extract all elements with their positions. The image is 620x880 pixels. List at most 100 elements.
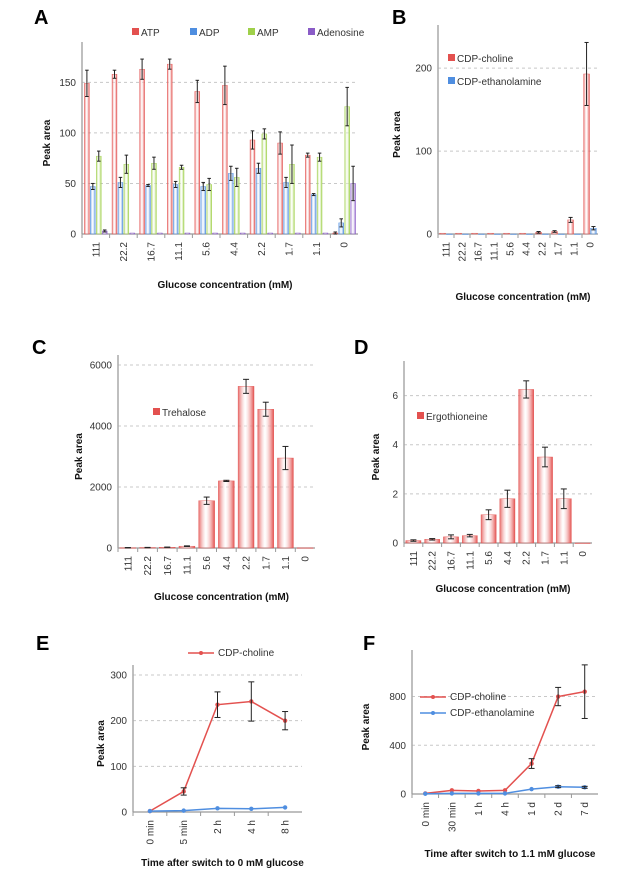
x-tick-label: 2 h bbox=[213, 820, 224, 834]
x-tick-label: 2.2 bbox=[257, 242, 268, 256]
legend-label: CDP-ethanolamine bbox=[457, 77, 542, 88]
bar-cdp-ethanolamine bbox=[446, 233, 453, 235]
x-tick-label: 5.6 bbox=[202, 242, 213, 256]
x-tick-label: 11.1 bbox=[182, 556, 193, 575]
x-tick-label: 0 bbox=[586, 242, 597, 248]
point-cdp-ethanolamine bbox=[282, 805, 288, 810]
bar-trehalose bbox=[218, 480, 235, 549]
legend-swatch bbox=[153, 408, 160, 415]
x-tick-label: 22.2 bbox=[428, 551, 439, 571]
bar-amp bbox=[261, 133, 268, 235]
x-axis-title: Glucose concentration (mM) bbox=[154, 592, 289, 603]
bar-cdp-ethanolamine bbox=[478, 233, 485, 235]
x-tick-label: 111 bbox=[442, 242, 453, 258]
x-tick-label: 11.1 bbox=[465, 551, 476, 570]
bar-adp bbox=[310, 194, 317, 235]
point-cdp-ethanolamine bbox=[147, 808, 153, 814]
x-axis-title: Time after switch to 0 mM glucose bbox=[141, 858, 304, 869]
x-tick-label: 0 min bbox=[421, 802, 432, 826]
legend-label: CDP-choline bbox=[457, 54, 514, 65]
bar-atp bbox=[139, 68, 145, 235]
x-tick-label: 1 h bbox=[474, 802, 485, 816]
bar-amp bbox=[178, 167, 185, 235]
x-tick-label: 0 bbox=[301, 556, 312, 562]
legend-label: Adenosine bbox=[317, 28, 365, 39]
bar-amp bbox=[316, 156, 323, 235]
y-axis-title: Peak area bbox=[392, 111, 403, 158]
bar-cdp-ethanolamine bbox=[526, 233, 533, 235]
legend-label: CDP-ethanolamine bbox=[450, 708, 535, 719]
bar-atp bbox=[277, 142, 283, 235]
bar-adp bbox=[90, 186, 96, 235]
panel-letter: E bbox=[36, 633, 49, 655]
bar-cdp-ethanolamine bbox=[558, 233, 565, 235]
x-tick-label: 2 d bbox=[554, 802, 565, 816]
point-cdp-ethanolamine bbox=[449, 791, 455, 796]
point-cdp-ethanolamine bbox=[215, 806, 220, 811]
bar-cdp-choline bbox=[503, 232, 510, 235]
bar-cdp-choline bbox=[455, 232, 462, 235]
chart-panel-d: D 0 2 4 6 111 22.2 16.7 11.1 5.6 4.4 2.2 1.7 1.1 0 Gluc… bbox=[354, 337, 592, 595]
y-tick-label: 6000 bbox=[90, 361, 113, 372]
bar-cdp-choline bbox=[439, 232, 446, 235]
bar-amp bbox=[96, 155, 102, 235]
x-tick-label: 1.7 bbox=[541, 551, 552, 565]
point-cdp-choline bbox=[502, 788, 508, 793]
x-tick-label: 16.7 bbox=[147, 242, 158, 262]
x-axis-title: Glucose concentration (mM) bbox=[435, 584, 570, 595]
panel-letter: A bbox=[34, 7, 48, 29]
legend-marker bbox=[199, 651, 203, 655]
x-axis-title: Time after switch to 1.1 mM glucose bbox=[425, 849, 596, 860]
x-tick-label: 0 bbox=[340, 242, 351, 248]
x-tick-label: 111 bbox=[409, 551, 420, 567]
legend-label: Ergothioneine bbox=[426, 412, 488, 423]
legend-label: CDP-choline bbox=[218, 648, 275, 659]
bar-adp bbox=[228, 173, 234, 235]
y-tick-label: 300 bbox=[110, 671, 127, 682]
bar-trehalose bbox=[198, 500, 215, 549]
point-cdp-ethanolamine bbox=[181, 808, 186, 813]
y-tick-label: 2 bbox=[392, 489, 398, 500]
x-tick-label: 16.7 bbox=[163, 556, 174, 576]
x-tick-label: 0 bbox=[578, 551, 589, 557]
y-axis-title: Peak area bbox=[74, 433, 85, 480]
y-tick-label: 200 bbox=[110, 716, 127, 727]
bar-cdp-choline bbox=[471, 232, 478, 235]
y-tick-label: 0 bbox=[426, 230, 432, 241]
legend-swatch bbox=[448, 77, 455, 84]
bar-adenosine bbox=[322, 232, 329, 235]
legend-swatch bbox=[132, 28, 139, 35]
bar-adenosine bbox=[212, 232, 218, 235]
chart-panel-e: E 0 100 200 300 0 min 5 min 2 h 4 h 8 h Time after… bbox=[36, 633, 304, 869]
legend-label: CDP-choline bbox=[450, 692, 507, 703]
bar-adp bbox=[172, 184, 179, 235]
y-axis-title: Peak area bbox=[371, 433, 382, 480]
x-tick-label: 4 h bbox=[501, 802, 512, 816]
line-cdp-choline bbox=[425, 690, 585, 795]
x-tick-label: 2.2 bbox=[538, 242, 549, 256]
bar-adenosine bbox=[240, 232, 246, 235]
y-tick-label: 0 bbox=[121, 808, 127, 819]
bar-adp bbox=[117, 182, 124, 235]
chart-panel-a: A 0 50 100 150 111 22.2 16.7 11.1 5.6 4.4 2.2 1.7 1.1… bbox=[34, 7, 365, 291]
x-tick-label: 22.2 bbox=[119, 242, 130, 262]
bar-adenosine bbox=[157, 232, 163, 235]
y-tick-label: 0 bbox=[70, 230, 76, 241]
x-tick-label: 5.6 bbox=[484, 551, 495, 565]
legend-marker bbox=[431, 711, 435, 715]
bar-adenosine bbox=[129, 232, 135, 235]
point-cdp-ethanolamine bbox=[423, 791, 428, 796]
panel-letter: B bbox=[392, 7, 406, 29]
chart-panel-b: B 0 100 200 111 22.2 16.7 11.1 5.6 4.4 2.2 1.7 1.1 0 G… bbox=[392, 7, 598, 303]
bar-cdp-choline bbox=[487, 232, 494, 235]
x-tick-label: 16.7 bbox=[474, 242, 485, 262]
legend-label: ADP bbox=[199, 28, 220, 39]
x-tick-label: 1.7 bbox=[261, 556, 272, 570]
y-tick-label: 200 bbox=[415, 64, 432, 75]
panel-letter: D bbox=[354, 337, 368, 359]
panel-letter: C bbox=[32, 337, 46, 359]
bar-ergothioneine bbox=[537, 456, 553, 544]
bar-cdp-ethanolamine bbox=[574, 233, 581, 235]
x-tick-label: 0 min bbox=[145, 820, 156, 844]
